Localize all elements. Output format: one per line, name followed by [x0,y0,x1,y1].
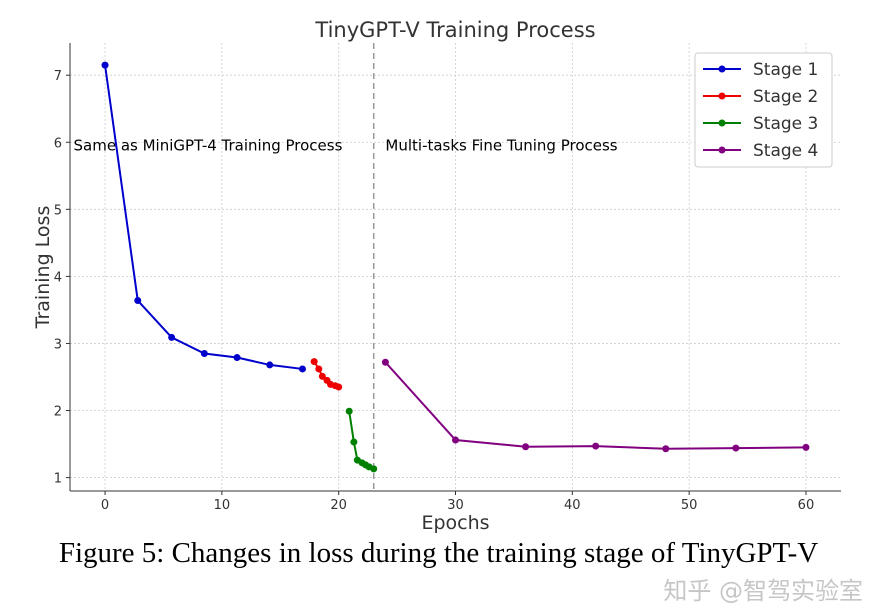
x-tick-label: 50 [681,498,698,513]
y-tick-label: 1 [54,472,62,487]
x-axis-label: Epochs [421,512,489,534]
legend-marker [718,65,726,73]
y-tick-label: 2 [54,405,62,420]
data-point [345,407,353,415]
annotation: Multi-tasks Fine Tuning Process [385,137,617,155]
annotation: Same as MiniGPT-4 Training Process [74,137,343,155]
data-point [315,365,323,373]
x-tick-label: 20 [330,498,347,513]
x-tick-label: 0 [101,498,109,513]
data-point [168,333,176,341]
x-tick-label: 10 [214,498,231,513]
figure-caption: Figure 5: Changes in loss during the tra… [58,537,819,569]
data-point [522,443,530,451]
data-point [592,442,600,450]
data-point [200,350,208,358]
y-tick-label: 7 [54,69,62,84]
legend [694,52,833,168]
data-point [318,372,326,380]
data-point [381,358,389,366]
data-point [350,438,358,446]
y-tick-label: 6 [54,136,62,151]
data-point [298,365,306,373]
data-point [134,297,142,305]
data-point [310,358,318,366]
data-point [662,445,670,453]
x-tick-label: 60 [798,498,815,513]
y-tick-label: 5 [54,203,62,218]
data-point [732,444,740,452]
legend-marker [718,119,726,127]
legend-label: Stage 4 [753,141,818,161]
data-point [370,465,378,473]
data-point [335,383,343,391]
watermark: 知乎 @智驾实验室 [663,577,863,605]
legend-label: Stage 2 [753,87,818,107]
data-point [452,436,459,444]
legend-marker [718,146,726,154]
data-point [266,361,274,369]
chart-title: TinyGPT-V Training Process [314,18,595,42]
x-tick-label: 40 [564,498,581,513]
y-tick-label: 3 [54,337,62,352]
x-tick-label: 30 [447,498,464,513]
legend-label: Stage 1 [753,60,818,80]
legend-marker [718,92,726,100]
series-line [384,361,806,450]
data-point [802,443,810,451]
series-line [104,64,303,370]
y-axis-label: Training Loss [32,206,54,330]
y-tick-label: 4 [54,270,62,285]
data-point [233,354,241,362]
loss-chart: 0 10 20 30 40 50 60 1 2 3 4 5 6 7 Same as MiniGPT-4 Tr… [32,18,841,534]
data-point [101,61,109,69]
legend-label: Stage 3 [753,114,818,134]
